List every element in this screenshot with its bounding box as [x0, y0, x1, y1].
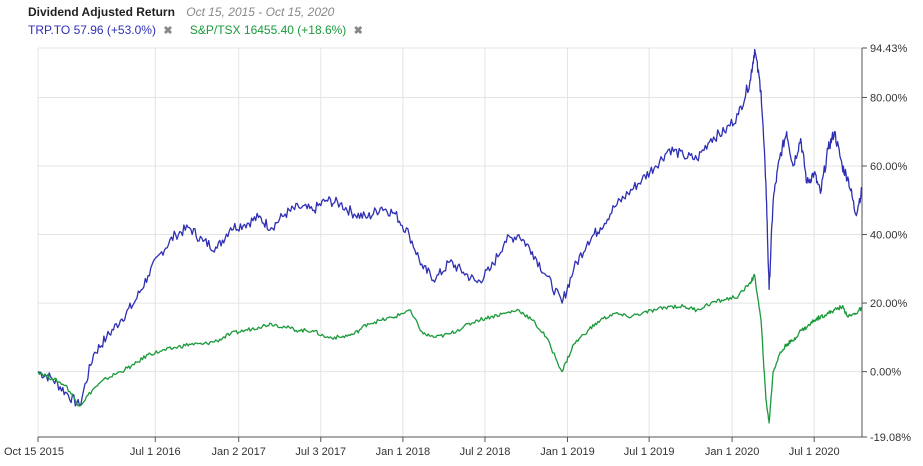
y-tick-label: -19.08% [870, 432, 911, 444]
title-row: Dividend Adjusted Return Oct 15, 2015 - … [28, 4, 377, 21]
date-range: Oct 15, 2015 - Oct 15, 2020 [186, 5, 335, 19]
legend-label-tsx: S&P/TSX 16455.40 (+18.6%) [189, 23, 347, 37]
x-tick-label: Jan 2 2017 [211, 446, 265, 458]
x-tick-label: Oct 15 2015 [4, 446, 64, 458]
y-tick-label: 94.43% [870, 43, 908, 55]
y-tick-label: 60.00% [870, 161, 908, 173]
legend-label-trp: TRP.TO 57.96 (+53.0%) [28, 23, 156, 37]
legend: TRP.TO 57.96 (+53.0%) ✖ S&P/TSX 16455.40… [28, 21, 377, 39]
y-tick-label: 0.00% [870, 367, 901, 379]
y-tick-label: 40.00% [870, 230, 908, 242]
close-icon[interactable]: ✖ [353, 25, 363, 37]
chart-title: Dividend Adjusted Return [28, 5, 175, 19]
chart-header: Dividend Adjusted Return Oct 15, 2015 - … [28, 4, 377, 39]
series-line-tsx [37, 273, 863, 424]
x-tick-label: Jan 1 2018 [376, 446, 430, 458]
x-tick-label: Jan 1 2019 [540, 446, 594, 458]
x-tick-label: Jul 2 2018 [460, 446, 511, 458]
legend-item-trp: TRP.TO 57.96 (+53.0%) ✖ [28, 21, 173, 40]
x-tick-label: Jul 1 2019 [624, 446, 675, 458]
y-tick-label: 80.00% [870, 92, 908, 104]
x-tick-label: Jan 1 2020 [705, 446, 759, 458]
x-tick-label: Jul 3 2017 [295, 446, 346, 458]
legend-item-tsx: S&P/TSX 16455.40 (+18.6%) ✖ [190, 21, 363, 40]
x-tick-label: Jul 1 2016 [130, 446, 181, 458]
y-tick-label: 20.00% [870, 298, 908, 310]
x-tick-label: Jul 1 2020 [789, 446, 840, 458]
close-icon[interactable]: ✖ [163, 25, 173, 37]
series-line-trp [37, 48, 863, 407]
